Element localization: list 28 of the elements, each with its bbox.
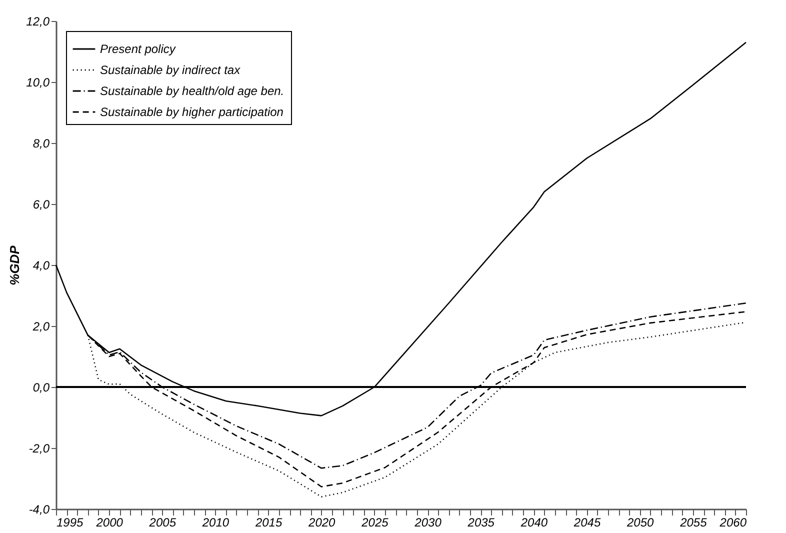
y-tick-label: 4,0 bbox=[32, 258, 50, 272]
y-tick-label: -4,0 bbox=[28, 502, 50, 516]
x-tick-label: 2035 bbox=[466, 516, 495, 530]
x-tick-label: 2015 bbox=[254, 516, 282, 530]
x-tick-label: 2040 bbox=[520, 516, 548, 530]
y-tick-label: 10,0 bbox=[26, 76, 50, 90]
x-tick-label: 2010 bbox=[201, 516, 230, 530]
x-tick-label: 2005 bbox=[148, 516, 176, 530]
y-tick-label: 2,0 bbox=[32, 320, 50, 334]
x-tick-label: 2050 bbox=[626, 516, 654, 530]
y-tick-label: 6,0 bbox=[32, 198, 50, 212]
legend-label: Sustainable by higher participation bbox=[100, 105, 284, 119]
x-tick-label: 2020 bbox=[308, 516, 336, 530]
legend-label: Present policy bbox=[100, 42, 176, 56]
x-tick-label: 2060 bbox=[718, 516, 747, 530]
y-tick-label: 8,0 bbox=[32, 136, 50, 150]
legend-label: Sustainable by indirect tax bbox=[100, 63, 242, 77]
x-tick-label: 1995 bbox=[56, 516, 84, 530]
y-tick-label: 12,0 bbox=[26, 14, 50, 28]
y-axis-title: %GDP bbox=[7, 245, 22, 286]
x-tick-label: 2025 bbox=[360, 516, 389, 530]
x-tick-label: 2055 bbox=[679, 516, 708, 530]
x-tick-label: 2030 bbox=[414, 516, 442, 530]
y-tick-label: 0,0 bbox=[32, 380, 50, 394]
x-tick-label: 2045 bbox=[572, 516, 601, 530]
legend-label: Sustainable by health/old age ben. bbox=[100, 84, 284, 98]
x-tick-label: 2000 bbox=[95, 516, 124, 530]
y-tick-label: -2,0 bbox=[28, 442, 50, 456]
